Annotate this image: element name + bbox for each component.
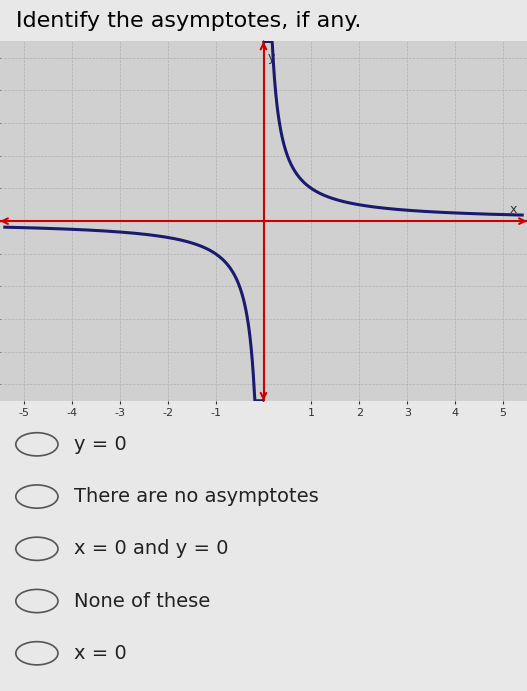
Text: x = 0 and y = 0: x = 0 and y = 0: [74, 539, 228, 558]
Text: x = 0: x = 0: [74, 644, 126, 663]
Text: y = 0: y = 0: [74, 435, 126, 454]
Text: Identify the asymptotes, if any.: Identify the asymptotes, if any.: [16, 11, 361, 30]
Text: x: x: [510, 203, 518, 216]
Text: y: y: [267, 51, 275, 64]
Text: There are no asymptotes: There are no asymptotes: [74, 487, 318, 506]
Text: None of these: None of these: [74, 591, 210, 611]
